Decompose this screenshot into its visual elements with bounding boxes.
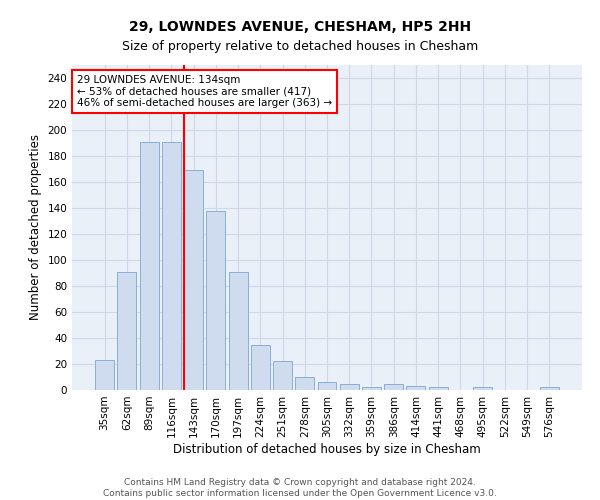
Bar bbox=[473, 388, 492, 390]
Bar bbox=[406, 386, 425, 390]
Bar bbox=[317, 382, 337, 390]
Bar bbox=[362, 388, 381, 390]
Bar bbox=[429, 388, 448, 390]
Bar bbox=[162, 142, 181, 390]
Bar bbox=[206, 210, 225, 390]
Text: 29, LOWNDES AVENUE, CHESHAM, HP5 2HH: 29, LOWNDES AVENUE, CHESHAM, HP5 2HH bbox=[129, 20, 471, 34]
Text: Contains HM Land Registry data © Crown copyright and database right 2024.
Contai: Contains HM Land Registry data © Crown c… bbox=[103, 478, 497, 498]
Bar bbox=[229, 272, 248, 390]
Text: Size of property relative to detached houses in Chesham: Size of property relative to detached ho… bbox=[122, 40, 478, 53]
Bar bbox=[118, 272, 136, 390]
Y-axis label: Number of detached properties: Number of detached properties bbox=[29, 134, 42, 320]
X-axis label: Distribution of detached houses by size in Chesham: Distribution of detached houses by size … bbox=[173, 442, 481, 456]
Bar bbox=[184, 170, 203, 390]
Bar bbox=[273, 362, 292, 390]
Bar bbox=[140, 142, 158, 390]
Text: 29 LOWNDES AVENUE: 134sqm
← 53% of detached houses are smaller (417)
46% of semi: 29 LOWNDES AVENUE: 134sqm ← 53% of detac… bbox=[77, 74, 332, 108]
Bar bbox=[95, 360, 114, 390]
Bar bbox=[251, 344, 270, 390]
Bar bbox=[540, 388, 559, 390]
Bar bbox=[340, 384, 359, 390]
Bar bbox=[384, 384, 403, 390]
Bar bbox=[295, 377, 314, 390]
